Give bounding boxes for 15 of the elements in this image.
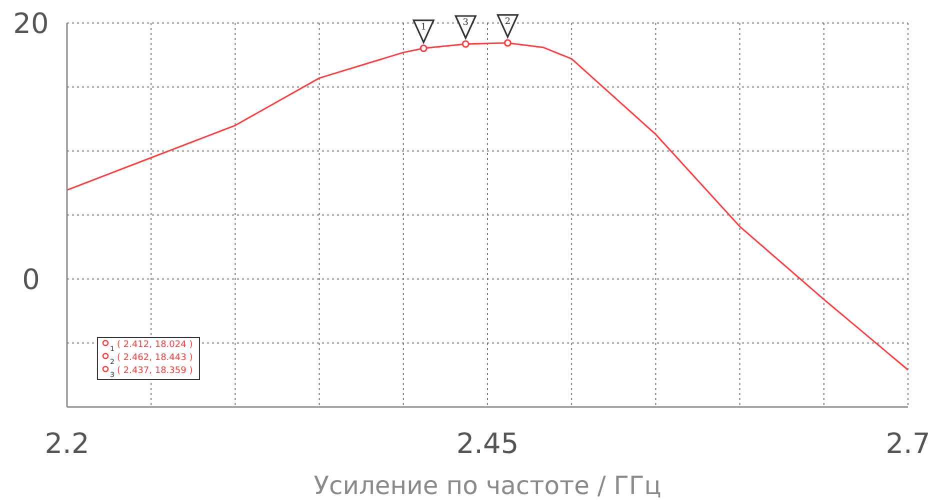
x-axis-title: Усиление по частоте / ГГц [314, 471, 662, 500]
y-tick-label: 0 [22, 263, 40, 296]
annotation: 3 [462, 18, 469, 28]
annotation: 1 [420, 22, 426, 32]
marker-flag-icon: 3 [454, 15, 477, 40]
annotation: ( 2.437, 18.359 ) [117, 365, 193, 378]
marker-flag-icon: 2 [496, 14, 519, 39]
annotation: 2 [504, 16, 511, 27]
annotation: ( 2.412, 18.024 ) [117, 339, 193, 352]
x-tick-label: 2.45 [456, 427, 519, 460]
annotation: ( 2.462, 18.443 ) [117, 352, 193, 365]
y-tick-label: 20 [13, 7, 49, 40]
x-tick-label: 2.2 [44, 427, 90, 460]
marker-flag-icon: 1 [412, 20, 435, 44]
x-tick-label: 2.7 [886, 427, 930, 460]
